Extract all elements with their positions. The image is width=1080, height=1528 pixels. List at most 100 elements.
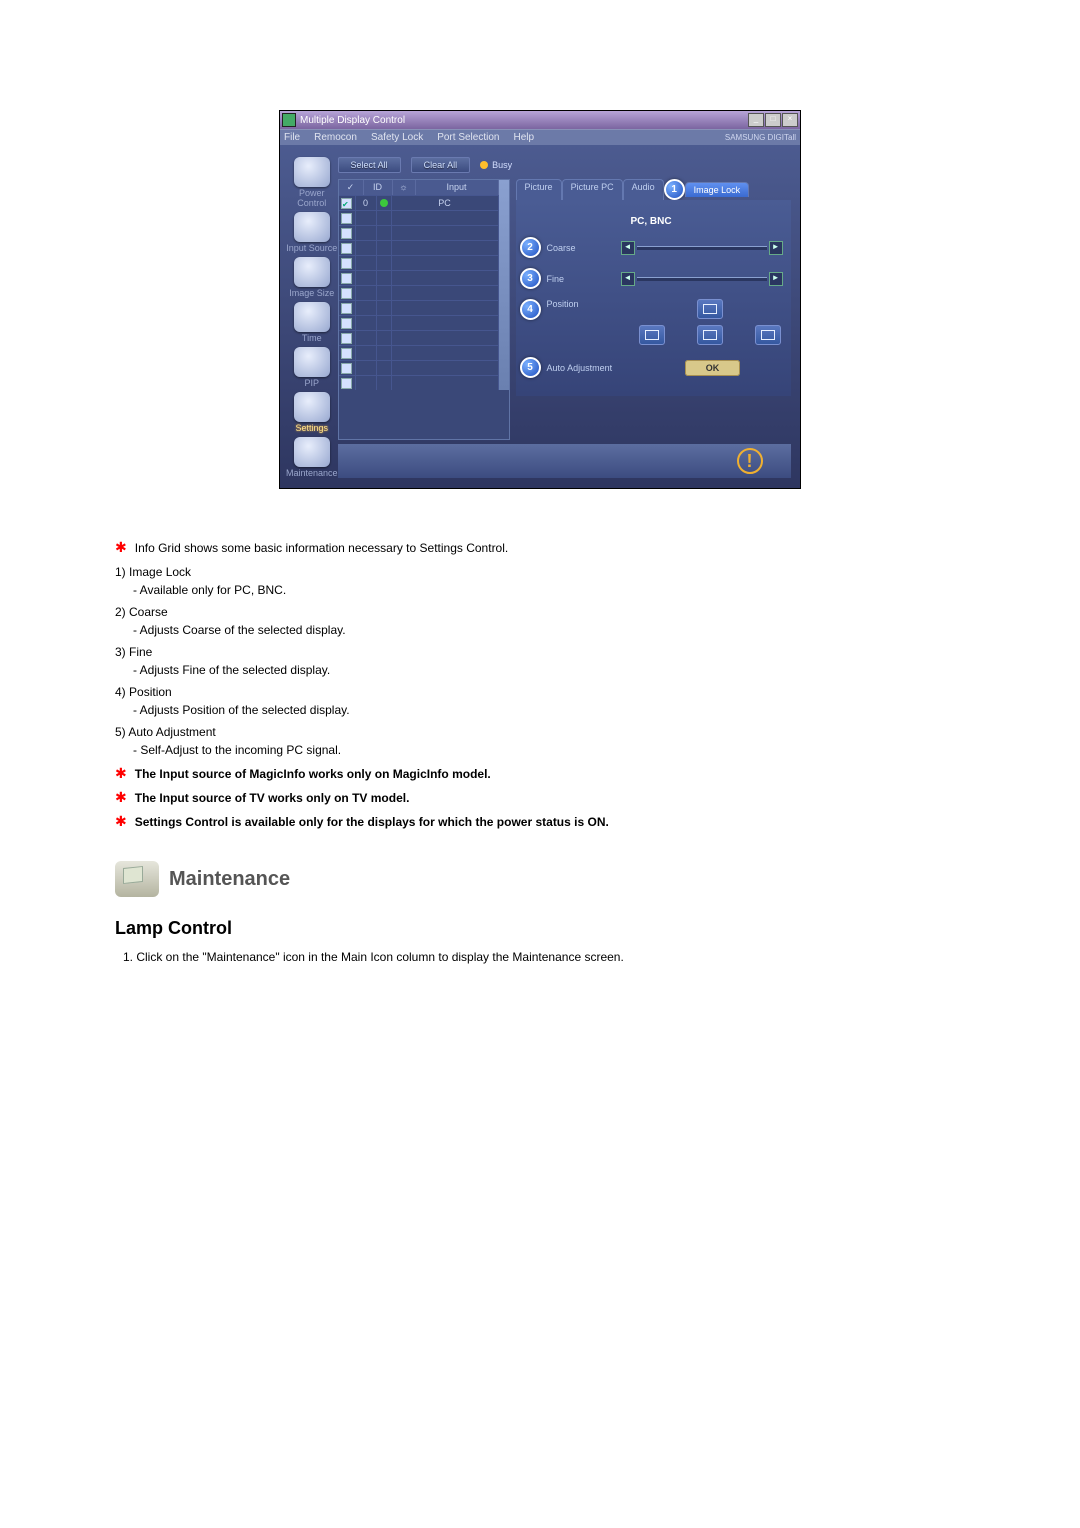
table-row[interactable] bbox=[339, 330, 499, 345]
bold-note: The Input source of MagicInfo works only… bbox=[135, 765, 491, 783]
power-icon bbox=[294, 157, 330, 187]
inc-icon[interactable]: ► bbox=[769, 272, 783, 286]
table-row[interactable] bbox=[339, 300, 499, 315]
minimize-icon[interactable]: _ bbox=[748, 113, 764, 127]
pos-right-button[interactable] bbox=[755, 325, 781, 345]
table-row[interactable] bbox=[339, 285, 499, 300]
sidebar-label: Settings bbox=[294, 423, 330, 433]
checkbox[interactable] bbox=[341, 198, 352, 209]
item-label: Position bbox=[129, 685, 172, 699]
sidebar-label: Maintenance bbox=[286, 468, 338, 478]
checkbox[interactable] bbox=[341, 258, 352, 269]
checkbox[interactable] bbox=[341, 318, 352, 329]
menu-safetylock[interactable]: Safety Lock bbox=[371, 132, 423, 143]
input-icon bbox=[294, 212, 330, 242]
close-icon[interactable]: × bbox=[782, 113, 798, 127]
item-num: 5) bbox=[115, 725, 126, 739]
star-icon: ✱ bbox=[115, 539, 127, 557]
pos-left-button[interactable] bbox=[639, 325, 665, 345]
tabs: Picture Picture PC Audio 1 Image Lock bbox=[516, 179, 791, 200]
item-num: 1) bbox=[115, 565, 126, 579]
star-icon: ✱ bbox=[115, 813, 127, 831]
step-text: Click on the "Maintenance" icon in the M… bbox=[136, 950, 623, 964]
maximize-icon[interactable]: □ bbox=[765, 113, 781, 127]
tab-picture[interactable]: Picture bbox=[516, 179, 562, 200]
col-input[interactable]: Input bbox=[416, 180, 499, 195]
checkbox[interactable] bbox=[341, 243, 352, 254]
imagesize-icon bbox=[294, 257, 330, 287]
dec-icon[interactable]: ◄ bbox=[621, 272, 635, 286]
coarse-label: Coarse bbox=[547, 243, 615, 253]
window-buttons: _ □ × bbox=[748, 113, 798, 127]
position-label: Position bbox=[547, 299, 615, 309]
fine-label: Fine bbox=[547, 274, 615, 284]
checkbox[interactable] bbox=[341, 333, 352, 344]
checkbox[interactable] bbox=[341, 303, 352, 314]
busy-indicator: Busy bbox=[480, 160, 512, 170]
table-row[interactable] bbox=[339, 210, 499, 225]
callout-4: 4 bbox=[520, 299, 541, 320]
checkbox[interactable] bbox=[341, 348, 352, 359]
sidebar-item-time[interactable]: Time bbox=[294, 302, 330, 343]
menu-file[interactable]: File bbox=[284, 132, 300, 143]
table-row[interactable] bbox=[339, 345, 499, 360]
col-status[interactable]: ☼ bbox=[393, 180, 416, 195]
item-num: 2) bbox=[115, 605, 126, 619]
pos-up-button[interactable] bbox=[697, 299, 723, 319]
fine-slider[interactable]: ◄ ► bbox=[621, 272, 783, 286]
window-title: Multiple Display Control bbox=[300, 115, 405, 126]
col-check[interactable]: ✓ bbox=[339, 180, 364, 195]
table-row[interactable] bbox=[339, 255, 499, 270]
sidebar-item-pip[interactable]: PIP bbox=[294, 347, 330, 388]
callout-1: 1 bbox=[664, 179, 685, 200]
table-row[interactable] bbox=[339, 315, 499, 330]
tab-picture-pc[interactable]: Picture PC bbox=[562, 179, 623, 200]
checkbox[interactable] bbox=[341, 363, 352, 374]
dec-icon[interactable]: ◄ bbox=[621, 241, 635, 255]
item-label: Auto Adjustment bbox=[128, 725, 215, 739]
table-row[interactable] bbox=[339, 240, 499, 255]
titlebar: Multiple Display Control _ □ × bbox=[280, 111, 800, 129]
menu-remocon[interactable]: Remocon bbox=[314, 132, 357, 143]
checkbox[interactable] bbox=[341, 273, 352, 284]
select-all-button[interactable]: Select All bbox=[338, 157, 401, 173]
tab-image-lock[interactable]: Image Lock bbox=[685, 182, 750, 197]
info-grid: ✓ ID ☼ Input 0 PC bbox=[338, 179, 510, 440]
menu-portselection[interactable]: Port Selection bbox=[437, 132, 499, 143]
checkbox[interactable] bbox=[341, 228, 352, 239]
checkbox[interactable] bbox=[341, 213, 352, 224]
menu-help[interactable]: Help bbox=[513, 132, 534, 143]
scrollbar[interactable] bbox=[499, 180, 509, 390]
clear-all-button[interactable]: Clear All bbox=[411, 157, 471, 173]
sidebar-item-settings[interactable]: Settings bbox=[294, 392, 330, 433]
subsection-title: Lamp Control bbox=[115, 915, 965, 942]
table-row[interactable] bbox=[339, 375, 499, 390]
sidebar-label: Time bbox=[294, 333, 330, 343]
sidebar-item-imagesize[interactable]: Image Size bbox=[289, 257, 334, 298]
table-row[interactable]: 0 PC bbox=[339, 195, 499, 210]
sidebar-item-maintenance[interactable]: Maintenance bbox=[286, 437, 338, 478]
status-bar: ! bbox=[338, 444, 791, 478]
checkbox[interactable] bbox=[341, 288, 352, 299]
item-desc: - Adjusts Position of the selected displ… bbox=[133, 701, 965, 719]
autoadj-label: Auto Adjustment bbox=[547, 363, 637, 373]
ok-button[interactable]: OK bbox=[685, 360, 741, 376]
table-row[interactable] bbox=[339, 360, 499, 375]
item-desc: - Available only for PC, BNC. bbox=[133, 581, 965, 599]
checkbox[interactable] bbox=[341, 378, 352, 389]
slider-track[interactable] bbox=[637, 277, 767, 281]
sidebar-label: PIP bbox=[294, 378, 330, 388]
table-row[interactable] bbox=[339, 270, 499, 285]
col-id[interactable]: ID bbox=[364, 180, 393, 195]
inc-icon[interactable]: ► bbox=[769, 241, 783, 255]
sidebar-item-input[interactable]: Input Source bbox=[286, 212, 337, 253]
tab-audio[interactable]: Audio bbox=[623, 179, 664, 200]
table-row[interactable] bbox=[339, 225, 499, 240]
coarse-slider[interactable]: ◄ ► bbox=[621, 241, 783, 255]
pos-down-button[interactable] bbox=[697, 325, 723, 345]
sidebar-item-power[interactable]: Power Control bbox=[286, 157, 338, 208]
intro-text: Info Grid shows some basic information n… bbox=[135, 539, 509, 557]
sidebar: Power Control Input Source Image Size Ti… bbox=[286, 157, 338, 478]
bold-note: Settings Control is available only for t… bbox=[135, 813, 609, 831]
slider-track[interactable] bbox=[637, 246, 767, 250]
